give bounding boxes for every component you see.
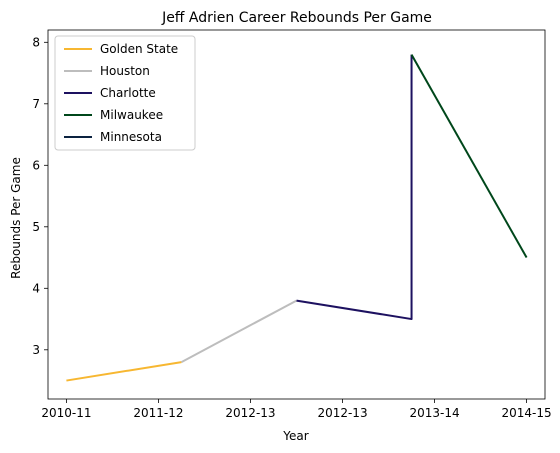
series-line-golden-state [66,361,182,382]
x-tick-label: 2011-12 [133,406,183,420]
x-axis-label: Year [282,429,308,443]
series-line-houston [180,299,297,363]
y-tick-label: 8 [32,35,40,49]
plot-frame [47,29,546,400]
x-tick-label: 2012-13 [225,406,275,420]
y-axis-label: Rebounds Per Game [9,157,23,279]
y-tick-label: 5 [32,220,40,234]
x-tick-label: 2014-15 [502,406,552,420]
x-tick-label: 2013-14 [409,406,459,420]
x-axis: 2010-11 2011-12 2012-13 2012-13 2013-14 2014-… [41,399,552,420]
legend: Golden State Houston Charlotte Milwaukee Min… [54,35,196,151]
legend-label: Golden State [100,42,178,56]
legend-label: Charlotte [100,86,156,100]
chart-title: Jeff Adrien Career Rebounds Per Game [161,10,432,26]
legend-box [54,35,196,151]
y-tick-label: 6 [32,158,40,172]
x-tick-label: 2012-13 [317,406,367,420]
series-line-milwaukee [410,54,528,259]
series-layer [66,54,528,382]
x-tick-label: 2010-11 [41,406,91,420]
series-line-charlotte [296,54,413,321]
y-tick-label: 3 [32,343,40,357]
legend-label: Milwaukee [100,108,163,122]
legend-label: Houston [100,64,150,78]
y-axis: 3 4 5 6 7 8 [32,35,48,357]
y-tick-label: 4 [32,281,40,295]
legend-label: Minnesota [100,130,162,144]
y-tick-label: 7 [32,97,40,111]
